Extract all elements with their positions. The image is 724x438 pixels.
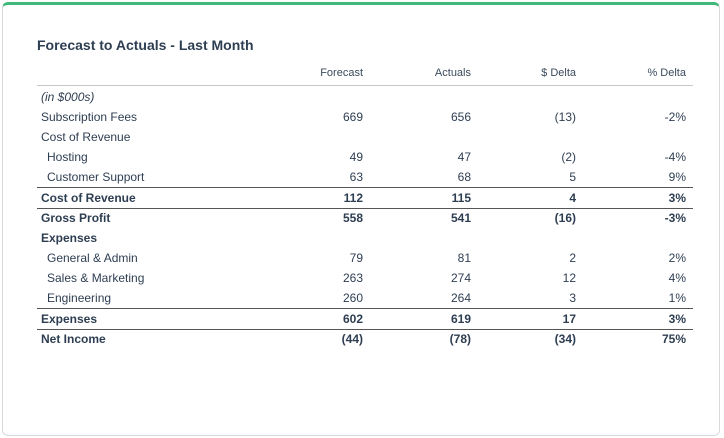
- section-label: Expenses: [41, 231, 98, 245]
- col-header-forecast: Forecast: [320, 67, 363, 79]
- col-header-dollar-delta: $ Delta: [541, 67, 576, 79]
- dollar-delta-value: 17: [562, 312, 576, 326]
- table-row: Subscription Fees 669 656 (13) -2%: [37, 107, 693, 127]
- forecast-value: 558: [342, 211, 363, 225]
- subtotal-row: Cost of Revenue 112 115 4 3%: [37, 187, 693, 209]
- subtotal-row: Expenses 602 619 17 3%: [37, 308, 693, 330]
- percent-delta-value: 75%: [661, 332, 686, 346]
- percent-delta-value: -2%: [664, 110, 686, 124]
- col-header-percent-delta: % Delta: [647, 67, 686, 79]
- col-header-actuals: Actuals: [434, 67, 471, 79]
- table-row: Sales & Marketing 263 274 12 4%: [37, 268, 693, 288]
- units-note: (in $000s): [41, 90, 95, 104]
- percent-delta-value: 3%: [668, 312, 686, 326]
- section-row: Cost of Revenue: [37, 127, 693, 147]
- percent-delta-value: 2%: [668, 251, 686, 265]
- units-note-row: (in $000s): [37, 87, 693, 107]
- row-label: Sales & Marketing: [47, 271, 145, 285]
- dollar-delta-value: 2: [569, 251, 576, 265]
- actuals-value: 81: [457, 251, 471, 265]
- dollar-delta-value: (16): [554, 211, 576, 225]
- percent-delta-value: 3%: [668, 191, 686, 205]
- row-label: Gross Profit: [41, 211, 111, 225]
- section-label: Cost of Revenue: [41, 130, 131, 144]
- actuals-value: 541: [450, 211, 471, 225]
- percent-delta-value: -4%: [664, 150, 686, 164]
- table-header: Forecast Actuals $ Delta % Delta: [37, 63, 693, 86]
- forecast-value: (44): [341, 332, 363, 346]
- row-label: Subscription Fees: [41, 110, 138, 124]
- actuals-value: 115: [451, 191, 471, 205]
- percent-delta-value: -3%: [664, 211, 686, 225]
- forecast-value: 602: [342, 312, 363, 326]
- dollar-delta-value: 12: [562, 271, 576, 285]
- row-label: Expenses: [41, 312, 98, 326]
- actuals-value: 619: [450, 312, 471, 326]
- percent-delta-value: 4%: [668, 271, 686, 285]
- table-row: Hosting 49 47 (2) -4%: [37, 147, 693, 167]
- table-row: General & Admin 79 81 2 2%: [37, 248, 693, 268]
- dollar-delta-value: 5: [569, 170, 576, 184]
- forecast-value: 669: [342, 110, 363, 124]
- report-title: Forecast to Actuals - Last Month: [37, 37, 254, 53]
- row-label: Cost of Revenue: [41, 191, 136, 205]
- row-label: Net Income: [41, 332, 106, 346]
- dollar-delta-value: 4: [569, 191, 576, 205]
- row-label: Engineering: [47, 291, 112, 305]
- section-row: Expenses: [37, 228, 693, 248]
- actuals-value: 656: [450, 110, 471, 124]
- row-label: Hosting: [47, 150, 88, 164]
- table-row: Engineering 260 264 3 1%: [37, 288, 693, 308]
- actuals-value: 264: [450, 291, 471, 305]
- row-label: Customer Support: [47, 170, 145, 184]
- actuals-value: 47: [457, 150, 471, 164]
- dollar-delta-value: (34): [554, 332, 576, 346]
- forecast-value: 49: [349, 150, 363, 164]
- row-label: General & Admin: [47, 251, 138, 265]
- total-row: Gross Profit 558 541 (16) -3%: [37, 208, 693, 228]
- percent-delta-value: 9%: [668, 170, 686, 184]
- dollar-delta-value: (13): [554, 110, 576, 124]
- forecast-value: 112: [343, 191, 363, 205]
- percent-delta-value: 1%: [668, 291, 686, 305]
- dollar-delta-value: 3: [569, 291, 576, 305]
- forecast-value: 79: [349, 251, 363, 265]
- table-row: Customer Support 63 68 5 9%: [37, 167, 693, 187]
- forecast-value: 63: [349, 170, 363, 184]
- actuals-value: 274: [450, 271, 471, 285]
- net-income-row: Net Income (44) (78) (34) 75%: [37, 329, 693, 349]
- dollar-delta-value: (2): [561, 150, 576, 164]
- forecast-value: 263: [342, 271, 363, 285]
- actuals-value: 68: [457, 170, 471, 184]
- actuals-value: (78): [449, 332, 471, 346]
- forecast-value: 260: [342, 291, 363, 305]
